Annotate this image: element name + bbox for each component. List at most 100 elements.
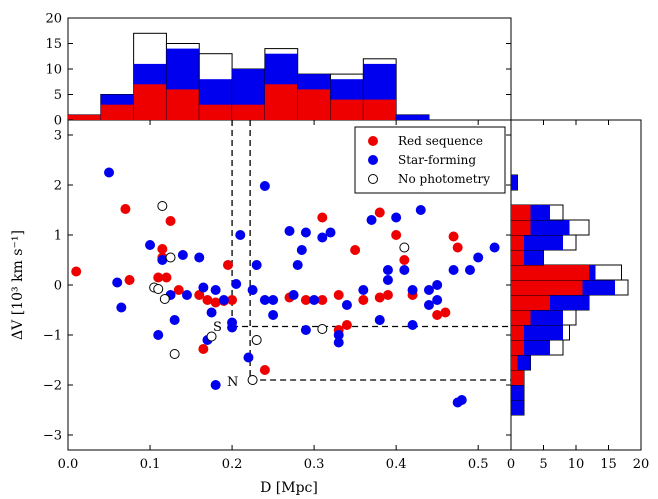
red-sequence-point: [153, 272, 164, 283]
no-photometry-point: [159, 294, 170, 304]
right-hist-red-bar: [511, 220, 531, 235]
right-hist-red-bar: [511, 310, 531, 325]
top-hist-y-tick-label: 0: [54, 114, 62, 129]
no-photometry-point: [165, 252, 176, 263]
star-forming-point: [145, 240, 156, 250]
y-tick-label: 1: [54, 229, 62, 244]
star-forming-point: [407, 320, 418, 330]
y-tick-label: −2: [43, 379, 62, 394]
legend: Red sequence Star-forming No photometry: [354, 126, 506, 194]
right-hist-red-bar: [511, 280, 583, 295]
no-photometry-point: [247, 375, 258, 385]
star-forming-point: [157, 255, 168, 265]
right-histogram: [510, 174, 629, 416]
star-forming-point: [452, 397, 463, 408]
star-forming-point: [210, 380, 221, 390]
right-hist-x-tick-label: 10: [568, 457, 585, 472]
y-tick-label: 3: [54, 129, 62, 144]
red-sequence-point: [382, 290, 393, 300]
star-forming-point: [333, 330, 344, 340]
star-forming-point: [235, 230, 246, 240]
star-forming-point: [259, 181, 270, 191]
no-photometry-point: [206, 331, 217, 342]
top-hist-y-tick-label: 20: [45, 12, 62, 27]
red-sequence-point: [374, 207, 385, 218]
star-forming-point: [181, 290, 192, 300]
star-forming-point: [432, 295, 443, 305]
star-forming-point: [309, 295, 320, 305]
right-hist-starforming-bar: [511, 385, 524, 400]
star-forming-point: [116, 302, 127, 313]
top-hist-red-bar: [133, 84, 167, 120]
top-hist-red-bar: [68, 114, 101, 120]
star-forming-point: [300, 325, 311, 335]
legend-label-red-sequence: Red sequence: [398, 134, 483, 148]
star-forming-point: [206, 307, 217, 318]
star-forming-point: [104, 167, 115, 178]
x-tick-label: 0.1: [140, 457, 161, 472]
legend-label-star-forming: Star-forming: [398, 153, 476, 167]
right-hist-x-tick-label: 0: [507, 457, 515, 472]
y-axis-label: ΔV [10³ km s⁻¹]: [10, 230, 26, 340]
star-forming-point: [218, 295, 229, 305]
star-forming-point: [358, 285, 369, 295]
star-forming-point: [153, 330, 164, 340]
red-sequence-point: [161, 272, 172, 283]
star-forming-point: [284, 226, 295, 236]
no-photometry-point: [169, 349, 180, 359]
star-forming-point: [251, 260, 262, 270]
top-hist-starforming-bar: [396, 114, 429, 120]
right-hist-red-bar: [511, 250, 524, 265]
star-forming-point: [399, 265, 410, 275]
red-sequence-point: [317, 212, 328, 223]
red-sequence-point: [391, 230, 402, 240]
red-sequence-point: [222, 260, 233, 270]
red-sequence-point: [448, 231, 459, 242]
red-sequence-point: [202, 295, 213, 305]
red-sequence-point: [317, 295, 328, 305]
red-sequence-point: [173, 285, 184, 295]
star-forming-point: [268, 310, 279, 320]
region-label-n: N: [227, 375, 238, 390]
star-forming-point: [194, 252, 205, 263]
red-sequence-point: [71, 266, 82, 277]
star-forming-point: [296, 245, 307, 255]
star-forming-point: [317, 232, 328, 243]
right-hist-red-bar: [511, 265, 589, 280]
red-sequence-point: [374, 292, 385, 303]
legend-marker-no-photometry: [368, 174, 378, 184]
right-hist-red-bar: [511, 295, 550, 310]
red-sequence-point: [124, 275, 135, 285]
top-hist-red-bar: [166, 89, 200, 120]
top-hist-red-bar: [100, 104, 134, 120]
x-tick-label: 0.5: [468, 457, 489, 472]
star-forming-point: [423, 300, 434, 310]
star-forming-point: [382, 275, 393, 285]
right-hist-red-bar: [511, 355, 518, 370]
x-tick-label: 0.3: [304, 457, 325, 472]
star-forming-point: [227, 322, 238, 333]
star-forming-point: [247, 285, 258, 295]
red-sequence-point: [227, 295, 238, 305]
star-forming-point: [448, 265, 459, 275]
star-forming-point: [341, 300, 352, 310]
top-hist-red-bar: [199, 104, 233, 120]
red-sequence-point: [440, 307, 451, 318]
right-hist-red-bar: [511, 370, 524, 385]
star-forming-point: [391, 212, 402, 223]
no-photometry-point: [317, 324, 328, 334]
star-forming-point: [268, 295, 279, 305]
top-hist-y-tick-label: 5: [54, 88, 62, 103]
top-hist-red-bar: [330, 99, 364, 120]
star-forming-point: [382, 265, 393, 275]
legend-marker-star-forming: [368, 155, 378, 165]
right-hist-red-bar: [511, 205, 531, 220]
star-forming-point: [407, 285, 418, 295]
right-hist-starforming-bar: [511, 175, 518, 190]
star-forming-point: [464, 265, 475, 275]
star-forming-point: [300, 227, 311, 238]
star-forming-point: [333, 337, 344, 348]
legend-box: [354, 126, 506, 194]
y-tick-label: 0: [54, 279, 62, 294]
